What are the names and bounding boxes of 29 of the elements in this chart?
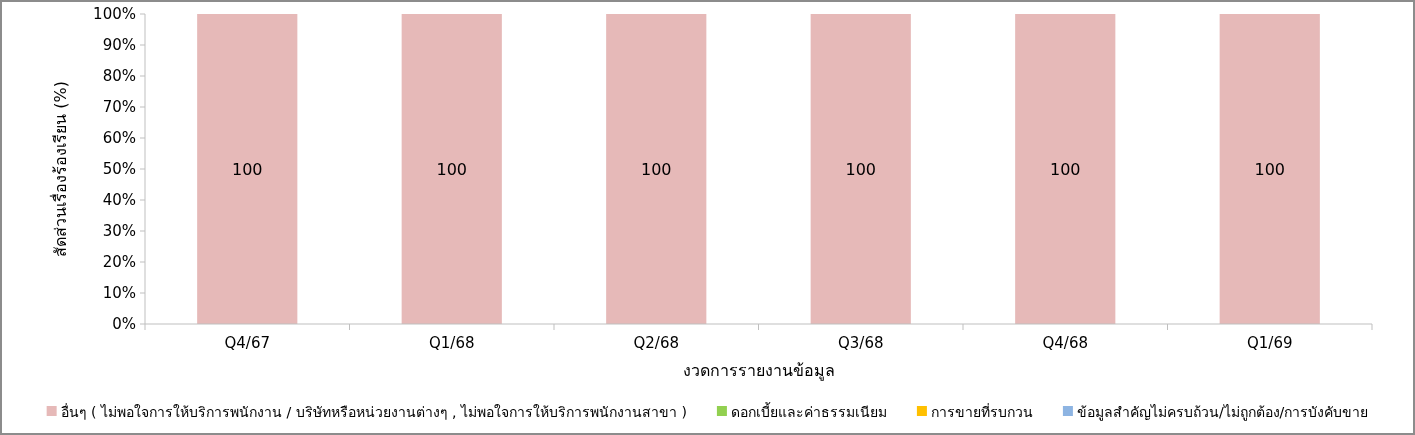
data-label: 100 <box>231 160 263 179</box>
y-tick-label: 40% <box>102 191 136 209</box>
y-tick-label: 50% <box>102 160 136 178</box>
y-axis-title: สัดส่วนเรื่องร้องเรียน (%) <box>49 81 70 257</box>
y-tick-label: 80% <box>102 67 136 85</box>
data-label: 100 <box>1049 160 1081 179</box>
y-tick-label: 100% <box>93 5 136 23</box>
x-tick-label: Q2/68 <box>633 334 679 352</box>
data-label: 100 <box>1254 160 1286 179</box>
y-tick-label: 0% <box>112 315 136 333</box>
y-tick-label: 10% <box>102 284 136 302</box>
x-tick-label: Q3/68 <box>838 334 884 352</box>
legend-label: ดอกเบี้ยและค่าธรรมเนียม <box>730 402 887 420</box>
data-label: 100 <box>436 160 468 179</box>
y-tick-label: 30% <box>102 222 136 240</box>
y-tick-label: 70% <box>102 98 136 116</box>
legend-label: การขายที่รบกวน <box>930 403 1033 420</box>
x-tick-label: Q4/68 <box>1042 334 1088 352</box>
x-axis-title: งวดการรายงานข้อมูล <box>682 361 835 381</box>
x-tick-label: Q1/68 <box>429 334 475 352</box>
data-label: 100 <box>640 160 672 179</box>
y-tick-label: 90% <box>102 36 136 54</box>
data-label: 100 <box>845 160 877 179</box>
y-tick-label: 60% <box>102 129 136 147</box>
x-tick-label: Q4/67 <box>224 334 270 352</box>
y-tick-label: 20% <box>102 253 136 271</box>
legend-label: อื่นๆ ( ไม่พอใจการให้บริการพนักงาน / บริษัทหรือหน่วยงานต่างๆ , ไม่พอใจการให้บริการพนักงานสาขา ) <box>60 403 687 420</box>
legend-label: ข้อมูลสำคัญไม่ครบถ้วน/ไม่ถูกต้อง/การบังคับขาย <box>1076 404 1369 421</box>
x-tick-label: Q1/69 <box>1247 334 1293 352</box>
